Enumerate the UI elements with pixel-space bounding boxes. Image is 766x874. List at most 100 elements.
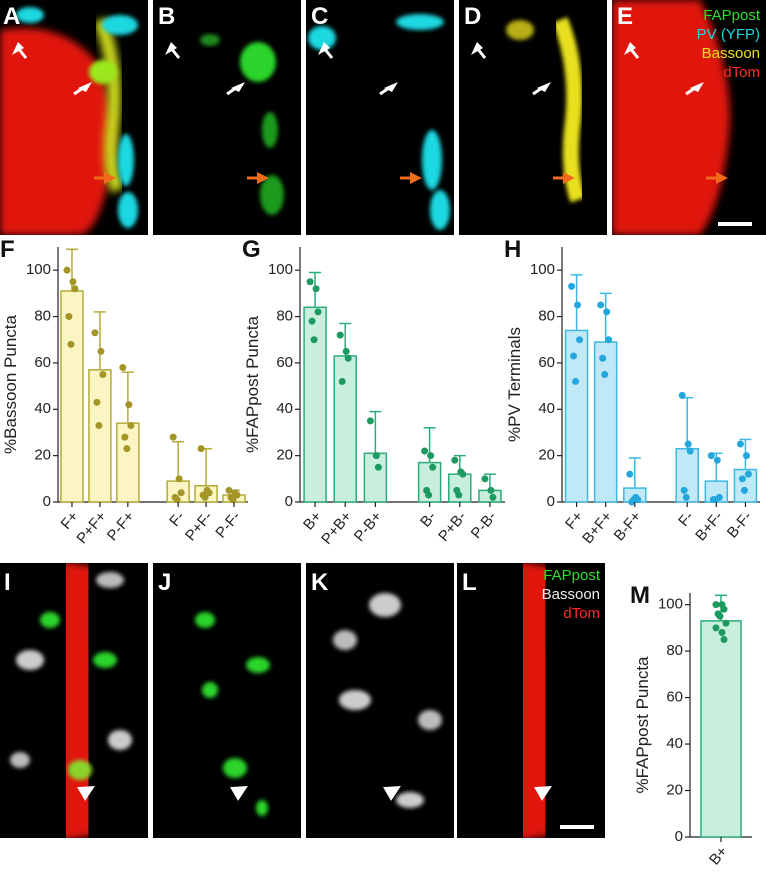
- data-point: [718, 629, 726, 637]
- x-tick-label: F-: [675, 508, 697, 530]
- data-point: [169, 433, 177, 441]
- y-tick-label: 60: [276, 354, 293, 371]
- data-point: [344, 354, 352, 362]
- data-point: [71, 285, 79, 293]
- data-point: [65, 313, 73, 321]
- image-j: [153, 563, 301, 838]
- data-point: [722, 619, 730, 627]
- data-point: [744, 470, 752, 478]
- data-point: [197, 445, 205, 453]
- data-point: [173, 496, 181, 504]
- image-d: [459, 0, 607, 235]
- data-point: [684, 440, 692, 448]
- panel-label: B: [158, 3, 175, 30]
- y-tick-label: 20: [538, 447, 555, 464]
- data-point: [342, 347, 350, 355]
- panel-label: L: [462, 569, 477, 596]
- image-l: [457, 563, 605, 838]
- y-tick-label: 0: [675, 828, 683, 845]
- bar: [88, 369, 112, 503]
- image-i: [0, 563, 148, 838]
- data-point: [306, 278, 314, 286]
- image-b: [153, 0, 301, 235]
- data-point: [597, 301, 605, 309]
- panel-label: I: [4, 569, 11, 596]
- y-tick-label: 100: [26, 261, 51, 278]
- data-point: [366, 417, 374, 425]
- data-point: [570, 352, 578, 360]
- panel-label: C: [311, 3, 328, 30]
- data-point: [712, 601, 720, 609]
- data-point: [125, 401, 133, 409]
- x-tick-label: P-B+: [351, 508, 386, 545]
- data-point: [572, 377, 580, 385]
- legend-entry: dTom: [723, 64, 760, 81]
- y-tick-label: 20: [34, 447, 51, 464]
- data-point: [91, 329, 99, 337]
- y-tick-label: 40: [34, 400, 51, 417]
- y-tick-label: 100: [658, 596, 683, 613]
- x-tick-label: B+: [706, 843, 731, 868]
- y-tick-label: 40: [666, 735, 683, 752]
- data-point: [487, 486, 495, 494]
- data-point: [310, 336, 318, 344]
- data-point: [711, 496, 719, 504]
- data-point: [576, 336, 584, 344]
- legend-entry: Bassoon: [542, 586, 600, 603]
- data-point: [229, 496, 237, 504]
- bar: [363, 452, 388, 503]
- data-point: [605, 336, 613, 344]
- data-point: [626, 470, 634, 478]
- x-tick-label: P-F-: [212, 508, 244, 541]
- data-point: [374, 463, 382, 471]
- y-tick-label: 40: [276, 400, 293, 417]
- data-point: [601, 371, 609, 378]
- legend-entry: dTom: [563, 605, 600, 622]
- data-point: [489, 493, 497, 501]
- panel-label: F: [0, 236, 15, 263]
- legend-entry: Bassoon: [702, 45, 760, 62]
- data-point: [481, 475, 489, 483]
- data-point: [599, 354, 607, 362]
- data-point: [99, 371, 107, 378]
- data-point: [127, 422, 135, 429]
- panel-label: A: [3, 3, 20, 30]
- data-point: [314, 308, 322, 316]
- data-point: [720, 635, 728, 643]
- data-point: [738, 475, 746, 483]
- y-tick-label: 100: [530, 261, 555, 278]
- image-c: [306, 0, 454, 235]
- data-point: [455, 491, 463, 499]
- bar: [700, 620, 742, 838]
- data-point: [686, 447, 694, 455]
- x-tick-label: B+: [300, 508, 325, 533]
- y-tick-label: 80: [666, 642, 683, 659]
- y-tick-label: 60: [666, 689, 683, 706]
- x-tick-label: B+F+: [579, 508, 616, 547]
- data-point: [205, 489, 213, 497]
- data-point: [63, 266, 71, 274]
- y-tick-label: 80: [34, 308, 51, 325]
- y-tick-label: 80: [276, 308, 293, 325]
- data-point: [177, 489, 185, 497]
- data-point: [712, 624, 720, 632]
- data-point: [119, 364, 127, 372]
- legend-entry: PV (YFP): [697, 26, 760, 43]
- y-tick-label: 0: [547, 493, 555, 510]
- image-a: [0, 0, 148, 235]
- data-point: [630, 496, 638, 504]
- image-k: [306, 563, 454, 838]
- x-tick-label: B-F+: [611, 508, 645, 544]
- y-axis-label: %Bassoon Puncta: [1, 314, 20, 453]
- data-point: [69, 278, 77, 286]
- x-tick-label: P+B+: [318, 508, 355, 548]
- data-point: [682, 493, 690, 501]
- y-tick-label: 0: [285, 493, 293, 510]
- data-point: [451, 456, 459, 464]
- data-point: [720, 605, 728, 613]
- y-axis-label: %PV Terminals: [505, 327, 524, 442]
- y-tick-label: 100: [268, 261, 293, 278]
- data-point: [67, 340, 75, 348]
- x-tick-label: B-: [417, 508, 440, 530]
- panel-label: E: [617, 3, 633, 30]
